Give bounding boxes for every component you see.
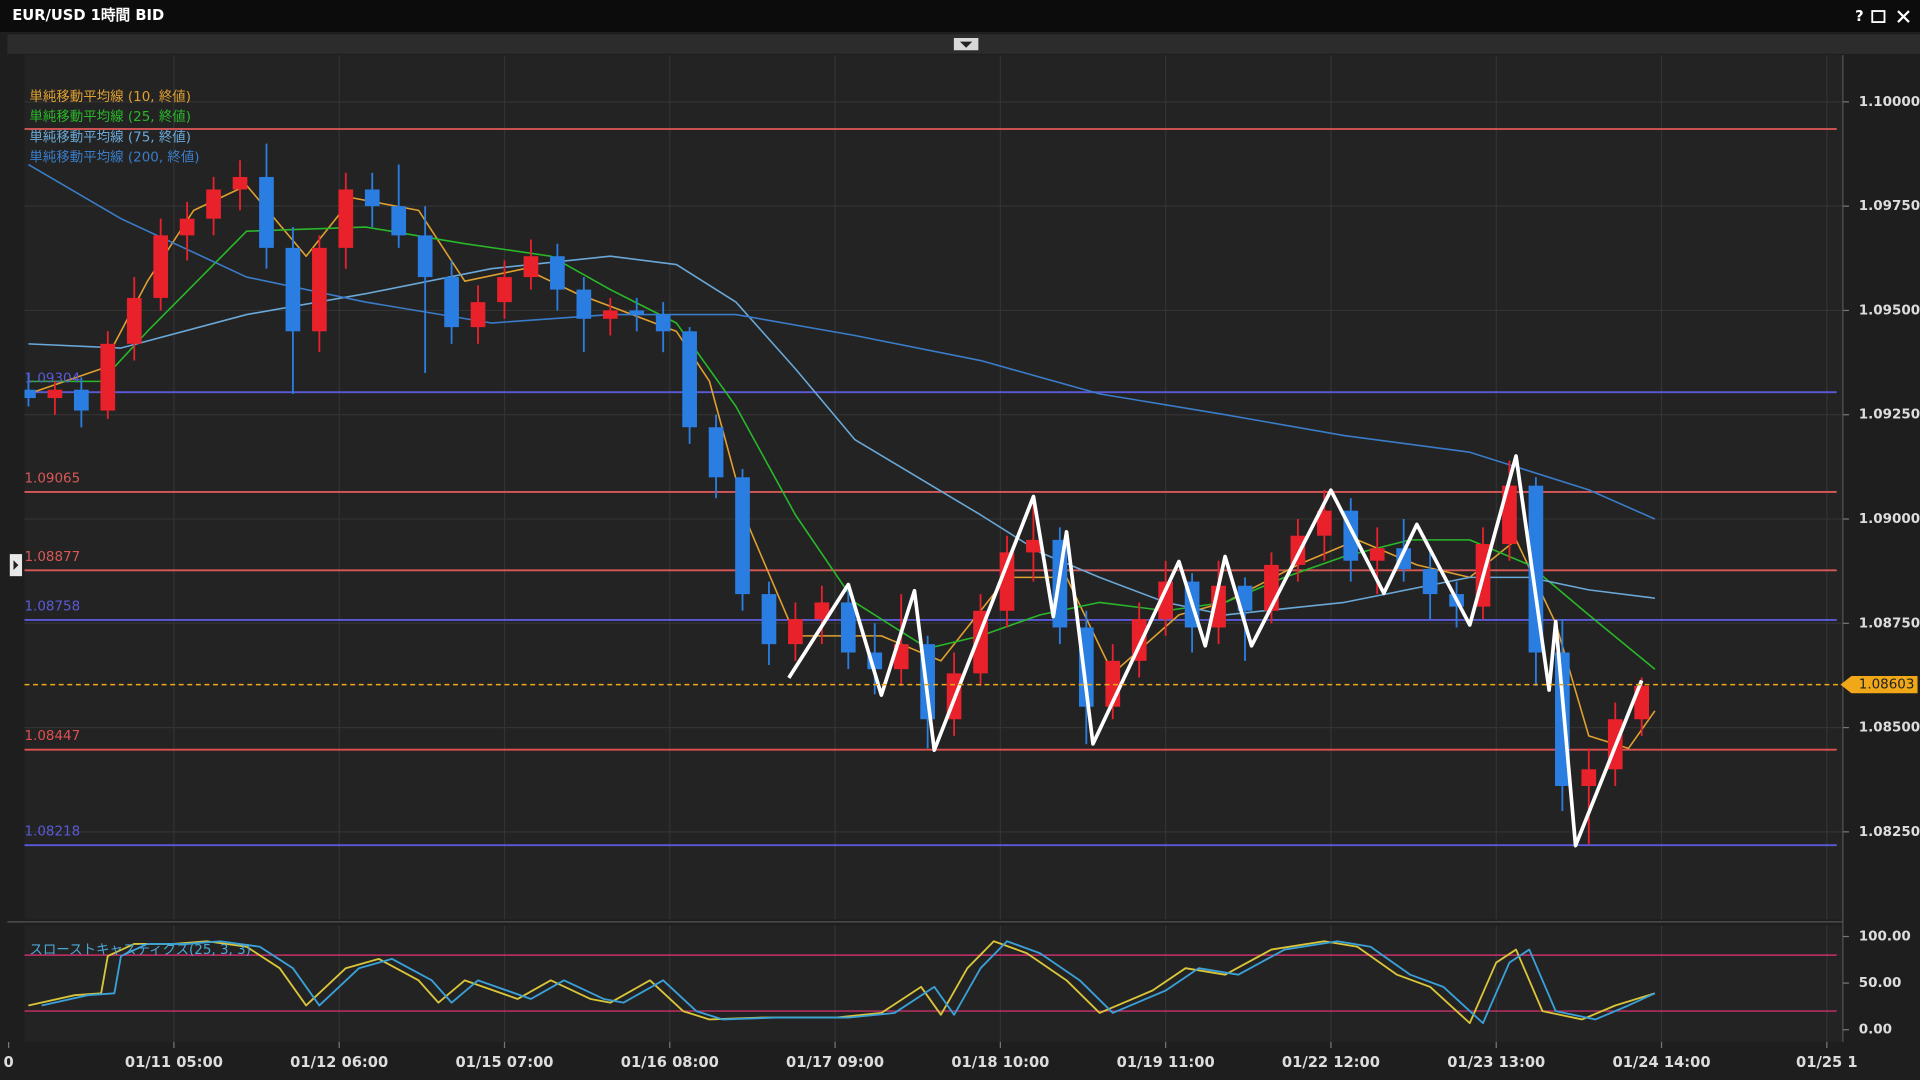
candle-body [523, 256, 539, 278]
x-tick-label: 01/11 05:00 [125, 1054, 223, 1071]
window-title: EUR/USD 1時間 BID [12, 6, 164, 24]
level-label: 1.08758 [24, 598, 80, 614]
candle-body [1026, 539, 1041, 553]
candle-body [576, 289, 592, 319]
level-label: 1.09304 [24, 371, 80, 387]
candle-body [338, 189, 354, 248]
candle-body [735, 477, 750, 595]
title-bar [0, 0, 1920, 32]
candle-body [788, 619, 803, 645]
candle-body [602, 310, 618, 319]
y-tick-label: 1.08750 [1859, 615, 1920, 631]
candle-body [814, 602, 830, 620]
maximize-button[interactable] [1871, 10, 1886, 23]
candle-body [1158, 581, 1174, 620]
main-layer [24, 55, 1843, 920]
legend-entry: 単純移動平均線 (25, 終値) [29, 109, 191, 125]
y-tick-label: 1.08500 [1859, 720, 1920, 736]
x-tick-label: 0 [4, 1054, 14, 1071]
stoch-line [41, 940, 1656, 1025]
candle-body [999, 552, 1015, 611]
candle-body [24, 389, 36, 399]
toggle-arrow [960, 41, 973, 48]
level-label: 1.09065 [24, 470, 80, 486]
y-tick-label: 1.09750 [1859, 198, 1920, 214]
candle-body [444, 277, 459, 328]
candle-body [312, 247, 327, 332]
axis-layer: 0 01/11 05:00 01/12 06:00 01/15 07:00 01/16 … [4, 89, 1920, 1071]
help-button[interactable]: ? [1855, 8, 1864, 25]
y-tick-label: 100.00 [1859, 929, 1911, 945]
candle-body [682, 331, 697, 428]
side-handle-arrow [13, 560, 19, 571]
y-tick-label: 0.00 [1859, 1022, 1892, 1038]
y-tick-label: 1.10000 [1859, 94, 1920, 110]
current-price-tag [1840, 676, 1918, 694]
x-tick-label: 01/24 14:00 [1613, 1054, 1711, 1071]
legend-entry: 単純移動平均線 (200, 終値) [29, 150, 199, 166]
candle-body [417, 235, 433, 278]
candle-body [893, 644, 909, 670]
candle-body [840, 602, 856, 653]
candle-body [470, 302, 486, 328]
candle-body [1316, 510, 1332, 536]
stoch-layer [24, 925, 1837, 1042]
candle-body [1290, 535, 1306, 565]
candle-body [179, 218, 195, 236]
x-tick-label: 01/18 10:00 [951, 1054, 1049, 1071]
x-tick-label: 01/15 07:00 [455, 1054, 553, 1071]
candle-body [47, 389, 63, 399]
current-price-label: 1.08603 [1859, 677, 1915, 693]
candle-body [550, 256, 565, 290]
candle-body [629, 310, 645, 315]
y-tick-label: 1.09500 [1859, 302, 1920, 318]
y-tick-label: 1.09250 [1859, 407, 1920, 423]
candle-body [232, 176, 248, 190]
level-label: 1.08877 [24, 549, 80, 565]
candle-body [655, 314, 671, 332]
candle-body [497, 277, 512, 303]
candle-body [206, 189, 221, 219]
candle-body [74, 389, 89, 411]
x-tick-label: 01/19 11:00 [1117, 1054, 1215, 1071]
y-tick-label: 1.08250 [1859, 824, 1920, 840]
zigzag-line [787, 454, 1644, 848]
legend-entry: 単純移動平均線 (10, 終値) [29, 89, 191, 105]
x-tick-label: 01/17 09:00 [786, 1054, 884, 1071]
candle-body [1396, 548, 1412, 570]
candle-body [153, 235, 169, 298]
candle-body [285, 247, 301, 332]
candle-body [708, 427, 724, 478]
close-button[interactable] [1897, 10, 1910, 23]
stoch-title: スローストキャスティクス(25, 3, 3) [29, 942, 251, 958]
candle-body [1581, 769, 1597, 786]
candle-body [1237, 585, 1253, 611]
candle-body [364, 189, 380, 207]
legend-entry: 単純移動平均線 (75, 終値) [29, 129, 191, 145]
level-label: 1.08447 [24, 728, 80, 744]
stoch-plot [24, 925, 1843, 1042]
y-tick-label: 1.09000 [1859, 511, 1920, 527]
candle-body [100, 343, 116, 411]
x-tick-label: 01/23 13:00 [1447, 1054, 1545, 1071]
candle-body [391, 206, 407, 236]
y-tick-label: 50.00 [1859, 975, 1902, 991]
candle-body [1422, 569, 1438, 595]
candle-body [126, 297, 142, 344]
x-tick-label: 01/22 12:00 [1282, 1054, 1380, 1071]
candle-body [761, 594, 777, 645]
level-label: 1.08218 [24, 824, 80, 840]
candle-body [1369, 548, 1385, 561]
x-tick-label: 01/12 06:00 [290, 1054, 388, 1071]
candle-body [259, 176, 274, 248]
x-tick-label: 01/25 1 [1796, 1054, 1858, 1071]
x-tick-label: 01/16 08:00 [621, 1054, 719, 1071]
